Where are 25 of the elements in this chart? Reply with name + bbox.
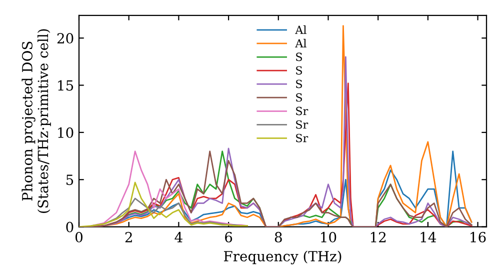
x-tick-label: 4 <box>174 232 182 242</box>
y-tick-label: 10 <box>58 127 74 138</box>
x-tick-label: 12 <box>370 232 386 242</box>
x-tick-label: 10 <box>321 232 336 242</box>
x-tick-label: 0 <box>75 232 82 242</box>
x-axis-title: Frequency (THz) <box>224 250 342 264</box>
legend-label: Sr <box>296 134 308 142</box>
legend-label: S <box>296 66 302 75</box>
y-tick-label: 0 <box>66 222 74 232</box>
x-tick-label: 14 <box>420 232 436 242</box>
x-tick-label: 6 <box>225 232 232 242</box>
x-tick-label: 16 <box>470 232 486 242</box>
x-tick-label: 2 <box>125 232 132 242</box>
legend-label: S <box>296 52 302 62</box>
x-tick-label: 8 <box>274 232 282 242</box>
legend-label: S <box>296 80 302 88</box>
legend-label: S <box>296 93 302 102</box>
y-tick-label: 15 <box>58 80 74 91</box>
legend-label: Al <box>295 25 306 34</box>
y-axis-title: Phonon projected DOS (States/THz·primitive cell) <box>22 29 51 213</box>
legend-label: Sr <box>296 106 308 116</box>
y-tick-label: 5 <box>66 174 74 186</box>
legend-label: Al <box>295 38 306 48</box>
legend-label: Sr <box>296 120 308 129</box>
y-tick-label: 20 <box>57 33 74 44</box>
